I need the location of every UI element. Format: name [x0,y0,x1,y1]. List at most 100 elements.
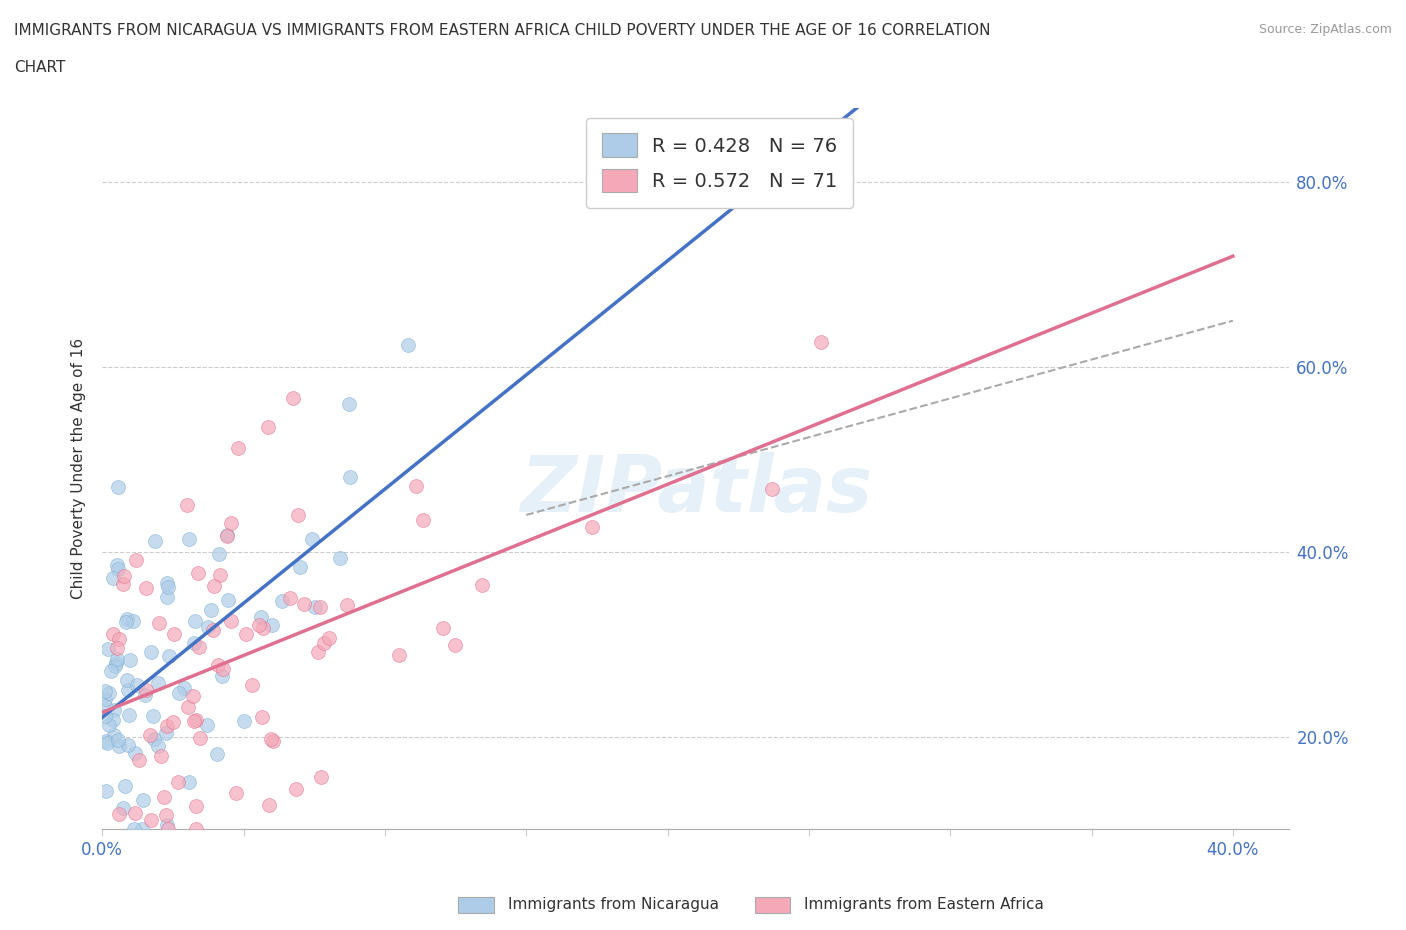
Point [156,576,179,591]
Point [143,533,166,548]
Point [215,527,238,542]
Text: Source: ZipAtlas.com: Source: ZipAtlas.com [1258,23,1392,36]
Point [281,391,304,405]
Point [187,640,209,655]
Point [810,335,832,350]
Point [146,676,169,691]
Point [114,615,136,630]
Point [156,718,179,733]
Point [128,752,150,767]
Point [94,734,117,749]
Point [104,659,127,674]
Point [107,631,129,646]
Point [124,822,146,837]
Point [336,597,359,612]
Point [219,515,242,530]
Point [148,616,170,631]
Point [118,653,141,668]
Point [247,618,270,632]
Point [226,441,249,456]
Point [308,600,330,615]
Point [211,669,233,684]
Point [471,578,494,593]
Point [184,614,207,629]
Point [235,626,257,641]
Point [134,688,156,703]
Point [167,685,190,700]
Point [339,470,361,485]
Point [117,738,139,753]
Point [260,618,283,632]
Point [177,775,200,790]
Point [115,611,138,626]
Point [96,736,118,751]
Point [186,822,208,837]
Point [124,745,146,760]
Point [103,727,125,742]
Point [105,640,128,655]
Point [205,746,228,761]
Point [186,799,208,814]
Point [187,565,209,580]
Point [101,570,124,585]
Point [105,652,128,667]
Point [177,699,200,714]
Point [101,627,124,642]
Point [97,685,120,700]
Point [94,692,117,707]
Point [309,770,332,785]
Legend: R = 0.428   N = 76, R = 0.572   N = 71: R = 0.428 N = 76, R = 0.572 N = 71 [586,118,853,208]
Point [581,520,603,535]
Point [132,793,155,808]
Point [100,664,122,679]
Point [262,734,284,749]
Point [215,529,238,544]
Point [285,782,308,797]
Point [101,713,124,728]
Point [157,580,180,595]
Point [125,677,148,692]
Point [108,738,131,753]
Point [202,578,225,593]
Point [138,727,160,742]
Point [412,512,434,527]
Point [233,713,256,728]
Point [307,645,329,660]
Point [139,813,162,828]
Point [107,479,129,494]
Point [105,656,128,671]
Point [195,717,218,732]
Point [157,649,180,664]
Point [162,627,184,642]
Point [294,597,316,612]
Point [207,658,229,672]
Point [388,647,411,662]
Point [173,681,195,696]
Point [162,714,184,729]
Point [179,531,201,546]
Point [337,396,360,411]
Text: ZIPatlas: ZIPatlas [520,452,872,528]
Point [135,581,157,596]
Point [290,560,312,575]
Point [143,732,166,747]
Point [105,557,128,572]
Point [112,577,135,591]
Point [183,714,205,729]
Point [122,614,145,629]
Point [112,569,135,584]
Point [156,589,179,604]
Point [278,591,301,605]
Point [181,689,204,704]
Point [209,568,232,583]
Point [107,732,129,747]
Point [135,683,157,698]
Point [301,532,323,547]
Point [103,703,125,718]
Point [94,708,117,723]
Point [125,552,148,567]
Point [217,592,239,607]
Text: Immigrants from Nicaragua: Immigrants from Nicaragua [508,897,718,912]
Point [146,738,169,753]
Point [139,644,162,659]
